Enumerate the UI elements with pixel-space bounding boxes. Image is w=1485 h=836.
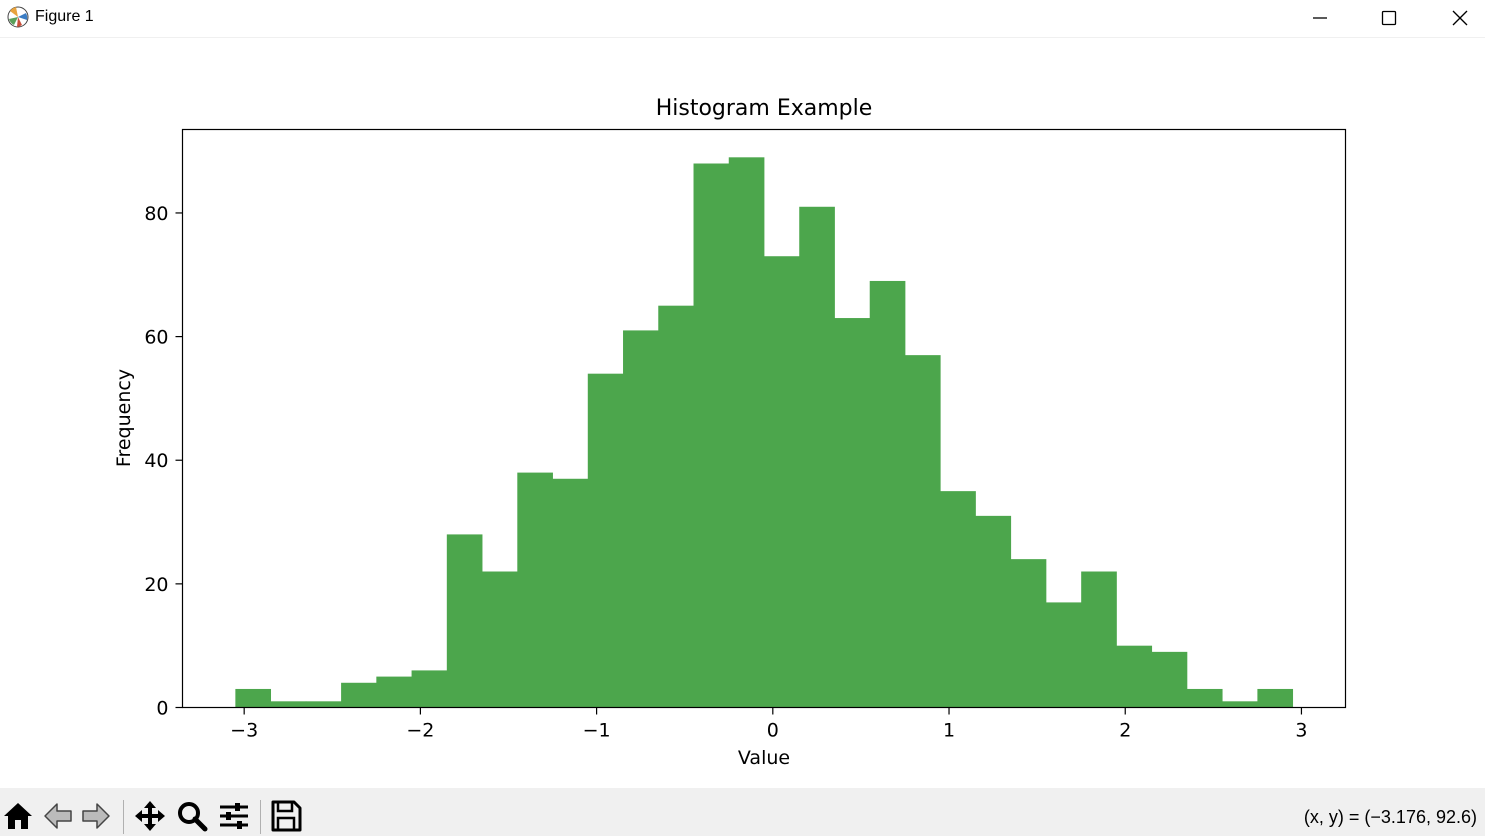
histogram-bar [270,701,307,708]
histogram-bars [235,157,1294,708]
histogram-bar [376,676,412,708]
histogram-chart: Histogram Example −3 −2 −1 0 1 2 3 0 20 40 60 80 V… [113,96,1347,769]
histogram-bar [446,534,483,708]
window-title: Figure 1 [35,8,94,25]
y-tick-label: 60 [144,327,168,349]
histogram-bar [623,330,659,708]
histogram-bar [1045,602,1082,708]
cursor-coordinates: (x, y) = (−3.176, 92.6) [1303,807,1477,827]
y-tick-label: 40 [144,450,168,472]
x-tick-label: 0 [767,720,779,742]
navigation-toolbar: (x, y) = (−3.176, 92.6) [0,788,1485,836]
histogram-bar [1081,571,1117,708]
x-tick-label: −2 [406,720,434,742]
histogram-bar [552,478,589,708]
histogram-bar [305,701,342,708]
histogram-bar [1010,559,1047,708]
minimize-button[interactable] [1286,0,1354,36]
histogram-bar [764,256,800,708]
histogram-bar [341,682,377,708]
forward-button[interactable] [78,798,114,834]
save-icon [271,800,302,832]
zoom-icon [178,802,208,832]
histogram-bar [799,206,835,708]
histogram-bar [940,491,976,708]
y-tick-label: 20 [144,574,168,596]
axes-frame [181,128,1347,709]
histogram-bar [235,688,272,708]
x-tick-label: −1 [583,720,611,742]
zoom-button[interactable] [174,798,210,834]
histogram-bar [904,355,941,708]
histogram-bar [517,472,553,708]
x-axis-ticks: −3 −2 −1 0 1 2 3 [230,707,1307,742]
histogram-bar [693,163,730,708]
x-tick-label: 2 [1119,720,1131,742]
histogram-bar [834,318,871,708]
pan-icon [135,801,165,831]
histogram-bar [658,305,694,708]
histogram-bar [728,157,765,708]
x-tick-label: −3 [230,720,258,742]
x-tick-label: 1 [943,720,955,742]
maximize-button[interactable] [1355,0,1423,36]
back-icon [44,803,72,829]
y-tick-label: 0 [156,698,168,720]
save-button[interactable] [268,798,304,834]
histogram-bar [975,515,1012,708]
histogram-bar [482,571,518,708]
histogram-bar [1222,701,1258,708]
histogram-bar [411,670,448,708]
histogram-bar [587,373,624,708]
forward-icon [82,803,110,829]
minimize-icon [1313,17,1327,19]
chart-title: Histogram Example [656,96,873,121]
matplotlib-logo-icon [7,6,29,28]
figure-canvas[interactable]: Histogram Example −3 −2 −1 0 1 2 3 0 20 40 60 80 V… [0,38,1485,788]
y-axis-ticks: 0 20 40 60 80 [144,203,183,720]
toolbar-separator [260,800,261,834]
pan-button[interactable] [132,798,168,834]
y-axis-label: Frequency [113,369,135,467]
x-axis-label: Value [738,747,790,769]
y-tick-label: 80 [144,203,168,225]
home-button[interactable] [0,798,36,834]
histogram-bar [1116,645,1153,708]
close-icon [1452,10,1468,26]
histogram-bar [1151,651,1188,708]
configure-subplots-button[interactable] [216,798,252,834]
home-icon [4,803,32,829]
histogram-bar [869,280,906,708]
x-tick-label: 3 [1295,720,1307,742]
histogram-bar [1257,688,1294,708]
maximize-icon [1381,10,1397,26]
toolbar-separator [123,800,124,834]
close-button[interactable] [1426,0,1485,36]
back-button[interactable] [40,798,76,834]
configure-icon [220,803,248,829]
histogram-bar [1186,688,1223,708]
window-titlebar: Figure 1 [0,0,1485,38]
